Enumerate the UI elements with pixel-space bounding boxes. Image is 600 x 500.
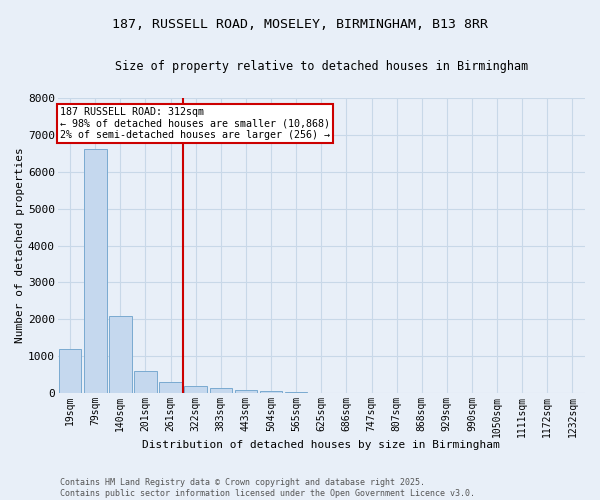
Bar	[184, 386, 207, 394]
Text: Contains HM Land Registry data © Crown copyright and database right 2025.
Contai: Contains HM Land Registry data © Crown c…	[60, 478, 475, 498]
Y-axis label: Number of detached properties: Number of detached properties	[15, 148, 25, 344]
Text: 187 RUSSELL ROAD: 312sqm
← 98% of detached houses are smaller (10,868)
2% of sem: 187 RUSSELL ROAD: 312sqm ← 98% of detach…	[60, 107, 330, 140]
Bar	[285, 392, 307, 394]
Bar	[134, 371, 157, 394]
Bar	[209, 388, 232, 394]
Bar	[84, 149, 107, 394]
Title: Size of property relative to detached houses in Birmingham: Size of property relative to detached ho…	[115, 60, 528, 73]
Bar	[235, 390, 257, 394]
Bar	[109, 316, 131, 394]
Bar	[310, 392, 332, 394]
Bar	[260, 392, 283, 394]
Bar	[59, 349, 82, 394]
X-axis label: Distribution of detached houses by size in Birmingham: Distribution of detached houses by size …	[142, 440, 500, 450]
Text: 187, RUSSELL ROAD, MOSELEY, BIRMINGHAM, B13 8RR: 187, RUSSELL ROAD, MOSELEY, BIRMINGHAM, …	[112, 18, 488, 30]
Bar	[335, 393, 358, 394]
Bar	[159, 382, 182, 394]
